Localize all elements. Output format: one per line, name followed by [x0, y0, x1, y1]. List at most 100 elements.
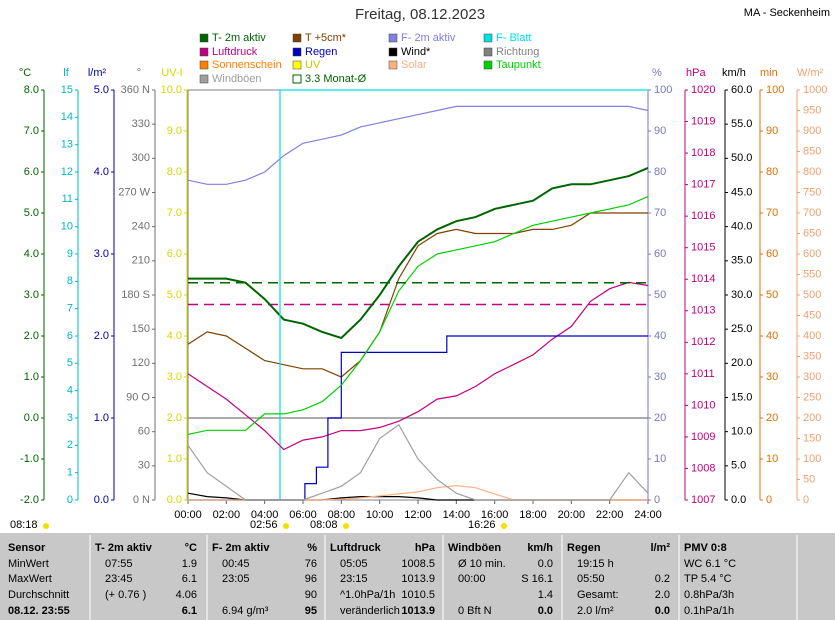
legend-swatch	[199, 74, 209, 84]
y-tick-label: 2.0	[167, 412, 182, 424]
table-cell: 2.0	[655, 589, 670, 601]
y-tick-label: 0	[67, 494, 73, 506]
y-tick-label: 1020	[691, 84, 715, 96]
x-tick-label: 16:00	[481, 509, 509, 521]
y-tick-label: 100	[766, 84, 784, 96]
series-line	[187, 281, 649, 451]
y-tick-label: 1007	[691, 494, 715, 506]
sun-icon	[501, 523, 507, 529]
y-tick-label: -2.0	[20, 494, 39, 506]
axis-title: l/m²	[88, 67, 107, 79]
axis-title: lf	[63, 67, 69, 79]
table-cell: 4.06	[176, 589, 197, 601]
x-tick-label: 00:00	[174, 509, 202, 521]
table-cell: Gesamt:	[577, 589, 619, 601]
table-cell: 00:00	[458, 573, 486, 585]
y-tick-label: 270 W	[118, 186, 150, 198]
y-tick-label: 200	[803, 412, 821, 424]
table-unit: l/m²	[650, 542, 670, 554]
table-cell: 6.94 g/m³	[222, 605, 269, 617]
table-cell: 1010.5	[401, 589, 435, 601]
y-tick-label: 2.0	[24, 330, 39, 342]
table-cell: 0.2	[655, 573, 670, 585]
table-unit: °C	[185, 542, 197, 554]
table-cell: S 16.1	[521, 573, 553, 585]
sun-icon	[343, 523, 349, 529]
legend-label: Richtung	[496, 46, 539, 58]
y-tick-label: 400	[803, 330, 821, 342]
y-tick-label: 5.0	[94, 84, 109, 96]
table-unit: hPa	[415, 542, 436, 554]
y-tick-label: 150	[803, 432, 821, 444]
y-tick-label: 90 O	[126, 391, 150, 403]
y-tick-label: 10	[766, 453, 778, 465]
y-tick-label: 20.0	[731, 357, 752, 369]
table-background	[0, 533, 835, 620]
table-cell: veränderlich	[340, 605, 400, 617]
legend-label: 3.3 Monat-Ø	[305, 73, 367, 85]
y-tick-label: 1012	[691, 336, 715, 348]
table-header: F- 2m aktiv	[212, 542, 270, 554]
y-tick-label: 9.0	[167, 125, 182, 137]
y-tick-label: 60.0	[731, 84, 752, 96]
y-tick-label: 7	[67, 303, 73, 315]
y-tick-label: 2	[67, 439, 73, 451]
y-tick-label: 700	[803, 207, 821, 219]
y-tick-label: 450	[803, 309, 821, 321]
legend-label: Wind*	[401, 46, 431, 58]
table-cell: 96	[305, 573, 317, 585]
table-cell: TP 5.4 °C	[684, 573, 732, 585]
y-tick-label: 0	[803, 494, 809, 506]
station-name: MA - Seckenheim	[744, 7, 830, 19]
table-cell: 1.9	[182, 558, 197, 570]
y-tick-label: 3.0	[94, 248, 109, 260]
y-tick-label: 30	[766, 371, 778, 383]
axis-title: min	[760, 67, 778, 79]
y-tick-label: 80	[654, 166, 666, 178]
y-tick-label: 25.0	[731, 323, 752, 335]
y-tick-label: 5.0	[731, 460, 746, 472]
sun-icon	[43, 523, 49, 529]
legend-label: T +5cm*	[305, 32, 347, 44]
axis-title: UV-I	[161, 67, 182, 79]
y-tick-label: 3	[67, 412, 73, 424]
y-tick-label: 0.0	[167, 494, 182, 506]
table-cell: 0.0	[538, 558, 553, 570]
legend-swatch	[388, 47, 398, 57]
y-tick-label: 30.0	[731, 289, 752, 301]
series-line	[187, 423, 649, 501]
series-line	[187, 212, 648, 378]
y-tick-label: 5.0	[24, 207, 39, 219]
axis-title: hPa	[686, 67, 706, 79]
y-tick-label: 40	[654, 330, 666, 342]
y-tick-label: 1.0	[24, 371, 39, 383]
legend-swatch	[292, 47, 302, 57]
legend-label: T- 2m aktiv	[212, 32, 266, 44]
y-tick-label: 60	[138, 426, 150, 438]
legend-swatch	[292, 74, 302, 84]
legend-swatch	[483, 47, 493, 57]
table-cell: 1008.5	[401, 558, 435, 570]
y-tick-label: 50	[654, 289, 666, 301]
y-tick-label: 35.0	[731, 255, 752, 267]
legend-swatch	[199, 47, 209, 57]
y-tick-label: 180 S	[121, 289, 150, 301]
table-cell: 0.8hPa/3h	[684, 589, 734, 601]
table-cell: 95	[305, 605, 317, 617]
y-tick-label: 1018	[691, 147, 715, 159]
legend-label: Regen	[305, 46, 337, 58]
y-tick-label: 650	[803, 227, 821, 239]
series-line	[188, 166, 649, 340]
y-tick-label: 70	[654, 207, 666, 219]
table-header: Sensor	[8, 542, 46, 554]
y-tick-label: 210	[132, 255, 150, 267]
table-header: Luftdruck	[330, 542, 382, 554]
time-annotation: 16:26	[468, 519, 496, 531]
y-tick-label: 3.0	[24, 289, 39, 301]
axis-title: km/h	[722, 67, 746, 79]
y-tick-label: 13	[61, 139, 73, 151]
y-tick-label: 0	[766, 494, 772, 506]
legend-label: Windböen	[212, 73, 262, 85]
y-tick-label: 4.0	[167, 330, 182, 342]
